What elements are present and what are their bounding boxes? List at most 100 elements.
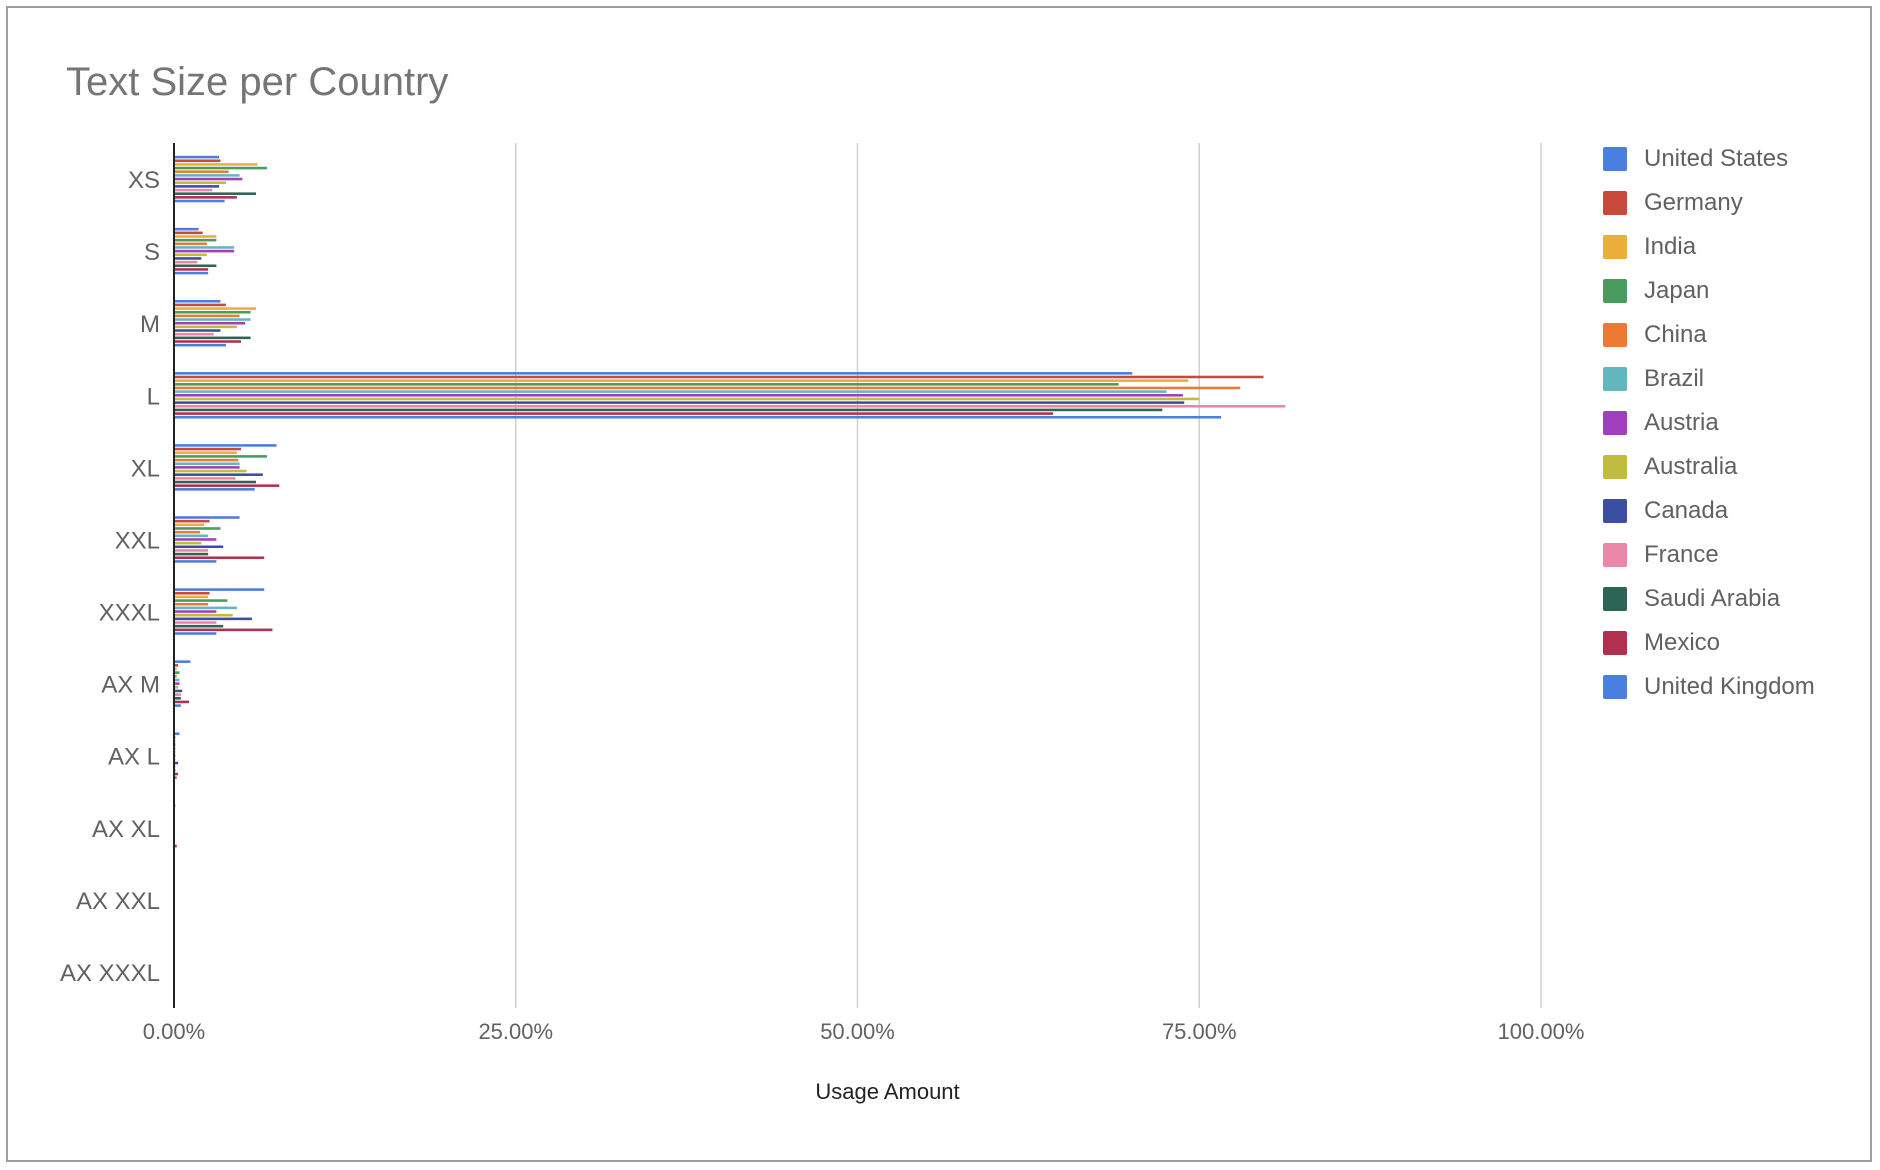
bar [174,314,240,318]
bar [174,549,209,552]
legend-label: Australia [1644,453,1738,480]
legend-item: India [1603,225,1815,269]
bar [174,545,224,549]
bar [174,606,237,610]
bar [174,624,224,628]
legend-item: China [1603,313,1815,357]
bar [174,249,235,253]
bar [174,591,210,595]
legend-swatch [1603,411,1627,435]
legend-label: United States [1644,145,1789,172]
bar [174,671,180,674]
legend: United States Germany India Japan China Brazi… [1603,137,1815,709]
bar [174,473,263,476]
legend-label: Mexico [1644,629,1721,656]
bar [174,199,225,203]
bar [174,675,177,678]
legend-item: Japan [1603,269,1815,313]
bar [174,264,217,268]
bar [174,617,252,621]
x-tick-label: 0.00% [143,1019,205,1044]
bar [174,383,1119,386]
bar [174,253,207,257]
bar [174,588,265,591]
bar [174,530,200,534]
legend-swatch [1603,147,1627,171]
bar [174,595,209,599]
bar [174,776,177,779]
legend-item: Germany [1603,181,1815,225]
bar [174,682,180,685]
bar [174,628,273,632]
legend-swatch [1603,499,1627,523]
bar [174,696,181,700]
y-tick-label: AX XL [92,816,160,843]
x-tick-label: 25.00% [478,1019,553,1044]
bar [174,318,251,321]
bar [174,386,1241,390]
y-tick-label: XL [131,455,160,482]
y-tick-labels: XS S M L XL XXL XXXL AX M AX L AX XL AX XXL AX XXXL [60,167,160,987]
bar [174,185,220,188]
bar [174,534,209,538]
legend-label: United Kingdom [1644,673,1815,700]
bar [174,246,235,249]
bar [174,480,257,484]
bar [174,484,280,487]
bar [174,761,179,765]
bar [174,519,210,523]
legend-swatch [1603,191,1627,215]
legend-label: India [1644,233,1697,260]
legend-label: Saudi Arabia [1644,585,1781,612]
x-tick-labels: 0.00% 25.00% 50.00% 75.00% 100.00% [143,1019,1585,1044]
bar [174,602,209,606]
bar [174,538,217,541]
bar [174,329,221,332]
bar [174,599,228,602]
bar [174,372,1133,375]
bar [174,242,207,246]
legend-item: France [1603,533,1815,577]
bar [174,390,1167,393]
y-tick-label: AX XXL [76,888,160,915]
bar [174,527,221,530]
bar [174,307,257,310]
bar [174,462,240,465]
bar [174,415,1222,419]
bar [174,336,251,340]
legend-item: Australia [1603,445,1815,489]
bar [174,455,267,458]
bar [174,693,181,696]
bar [174,469,247,473]
bar [174,231,203,235]
y-tick-label: AX L [108,744,160,771]
chart-frame [6,6,1872,1162]
x-tick-label: 75.00% [1162,1019,1237,1044]
bar [174,159,221,163]
bar [174,678,180,682]
x-axis-label: Usage Amount [815,1079,959,1104]
legend-label: China [1644,321,1707,348]
bar [174,235,217,238]
legend-label: Brazil [1644,365,1705,392]
legend-swatch [1603,235,1627,259]
bar [174,375,1264,379]
y-tick-label: S [144,239,160,266]
gridlines [515,143,1542,1008]
x-tick-label: 100.00% [1498,1019,1585,1044]
bar [174,560,217,563]
legend-item: United Kingdom [1603,665,1815,709]
bar [174,155,220,159]
bar [174,772,179,776]
legend-swatch [1603,279,1627,303]
bar [174,325,237,329]
legend-swatch [1603,675,1627,699]
bar [174,397,1200,401]
legend-item: United States [1603,137,1815,181]
bar [174,321,246,325]
bar [174,401,1185,404]
bar [174,238,217,242]
y-tick-label: XXXL [99,600,160,627]
bar [174,488,255,491]
